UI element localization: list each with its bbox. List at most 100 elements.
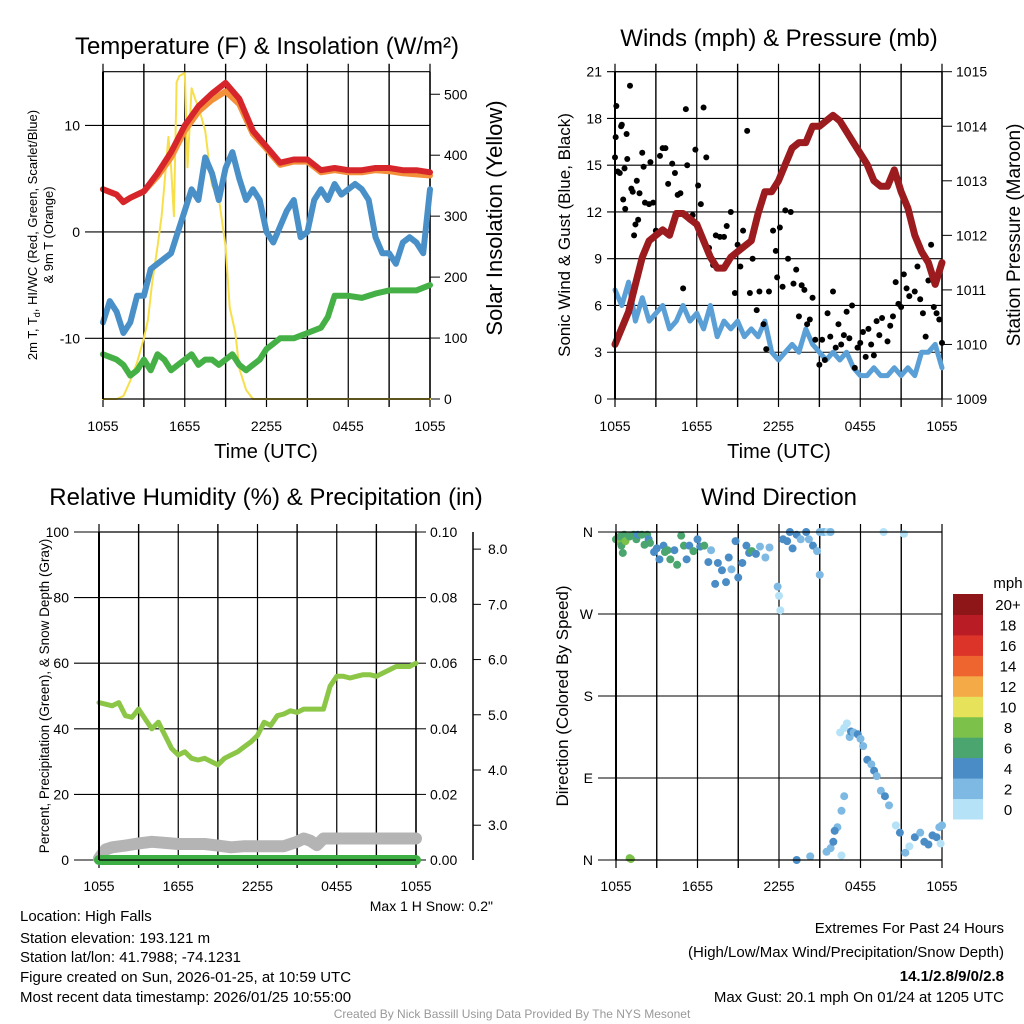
gust-point (636, 190, 643, 197)
rh-y-tick-label: 0 (61, 852, 69, 868)
wind-direction-point (755, 542, 764, 551)
wind-direction-point (880, 792, 889, 801)
gust-point (854, 344, 861, 351)
wind-direction-point (840, 792, 849, 801)
gust-point (772, 247, 779, 254)
colorbar-swatch (953, 594, 983, 615)
wind-direction-point (796, 535, 805, 544)
gust-point (731, 290, 738, 297)
gust-point (832, 344, 839, 351)
wind-y-tick-label: 18 (586, 110, 602, 126)
wind-direction-point (932, 833, 941, 842)
rh-panel-title: Relative Humidity (%) & Precipitation (i… (49, 484, 482, 511)
series-line-sonic-wind (612, 279, 945, 379)
colorbar-label: 2 (1004, 781, 1012, 798)
gust-point (650, 199, 657, 206)
temp-x-tick-label: 1055 (87, 418, 118, 434)
colorbar-swatch (953, 798, 983, 820)
wind-direction-point (910, 833, 919, 842)
temp-y-tick-label: -10 (60, 330, 80, 346)
gust-point (857, 339, 864, 346)
gust-point (939, 339, 945, 346)
extremes-subtitle: (High/Low/Max Wind/Precipitation/Snow De… (688, 944, 1004, 961)
wind-direction-point (788, 544, 797, 553)
colorbar-swatch (953, 675, 983, 697)
gust-point (680, 285, 687, 292)
temp-y-tick-label: 0 (72, 224, 80, 240)
wind-direction-point (738, 558, 747, 567)
dir-y-tick-label: W (580, 606, 594, 622)
rh-y2-tick-label: 0.04 (430, 721, 457, 737)
wind-direction-point (859, 742, 868, 751)
gust-point (840, 332, 847, 339)
rh-y-tick-label: 80 (53, 590, 69, 606)
wind-x-tick-label: 0455 (845, 418, 876, 434)
gust-point (640, 163, 647, 170)
wind-direction-point (885, 801, 894, 810)
gust-point (911, 288, 918, 295)
gust-point (633, 177, 640, 184)
wind-direction-point (895, 828, 904, 837)
gust-point (790, 280, 797, 287)
wind-direction-point (924, 840, 933, 849)
wind-y-tick-label: 0 (594, 391, 602, 407)
rh-y2-tick-label: 0.02 (430, 786, 457, 802)
colorbar-swatch (953, 655, 983, 677)
gust-point (936, 316, 943, 323)
created-text: Figure created on Sun, 2026-01-25, at 10… (20, 969, 351, 986)
rh-y2-tick-label: 0.10 (430, 524, 457, 540)
gust-point (656, 152, 663, 159)
wind-direction-point (822, 847, 831, 856)
dir-y-tick-label: S (584, 688, 593, 704)
wind-direction-point (673, 560, 682, 569)
wind-direction-point (751, 549, 760, 558)
gust-point (721, 233, 727, 240)
gust-point (639, 149, 646, 156)
gust-point (737, 263, 744, 270)
colorbar-swatch (953, 696, 983, 718)
wind-direction-point (905, 842, 914, 851)
wind-y2-tick-label: 1013 (956, 173, 987, 189)
gust-point (785, 255, 792, 262)
gust-point (622, 205, 629, 212)
colorbar-label: 8 (1004, 720, 1012, 737)
temp-x-tick-label: 2255 (251, 418, 282, 434)
gust-point (884, 338, 891, 345)
gust-point (870, 352, 877, 359)
temp-y2-tick-label: 500 (444, 86, 468, 102)
gust-point (770, 227, 777, 234)
gust-point (868, 341, 875, 348)
wind-y2-tick-label: 1012 (956, 227, 987, 243)
wind-direction-point (663, 546, 672, 555)
wind-y-tick-label: 3 (594, 344, 602, 360)
wind-direction-point (645, 538, 654, 547)
colorbar-label: 16 (1000, 638, 1017, 655)
gust-point (616, 170, 623, 177)
dir-x-tick-label: 1055 (600, 878, 631, 894)
gust-point (914, 263, 921, 270)
temp-panel-title: Temperature (F) & Insolation (W/m²) (75, 33, 459, 60)
elevation-text: Station elevation: 193.121 m (20, 930, 210, 947)
wind-direction-point (867, 760, 876, 769)
gust-point (671, 170, 678, 177)
gust-point (889, 313, 896, 320)
gust-point (763, 346, 770, 353)
rh-x-tick-label: 1055 (400, 878, 431, 894)
wind-y2-tick-label: 1015 (956, 64, 987, 80)
extremes-values: 14.1/2.8/9/0/2.8 (900, 968, 1004, 985)
wind-y-tick-label: 6 (594, 297, 602, 313)
gust-point (835, 321, 842, 328)
colorbar-swatch (953, 757, 983, 779)
wind-direction-point (876, 786, 885, 795)
colorbar-label: 14 (1000, 659, 1017, 676)
colorbar-label: 18 (1000, 618, 1017, 635)
gust-point (624, 155, 631, 162)
wind-direction-point (842, 719, 851, 728)
gust-point (887, 322, 894, 329)
snow-axis-tick-label: 5.0 (488, 707, 508, 723)
gust-point (809, 294, 816, 301)
gust-point (892, 279, 899, 286)
wind-direction-point (727, 565, 736, 574)
series-line-wind-chill (100, 149, 433, 336)
